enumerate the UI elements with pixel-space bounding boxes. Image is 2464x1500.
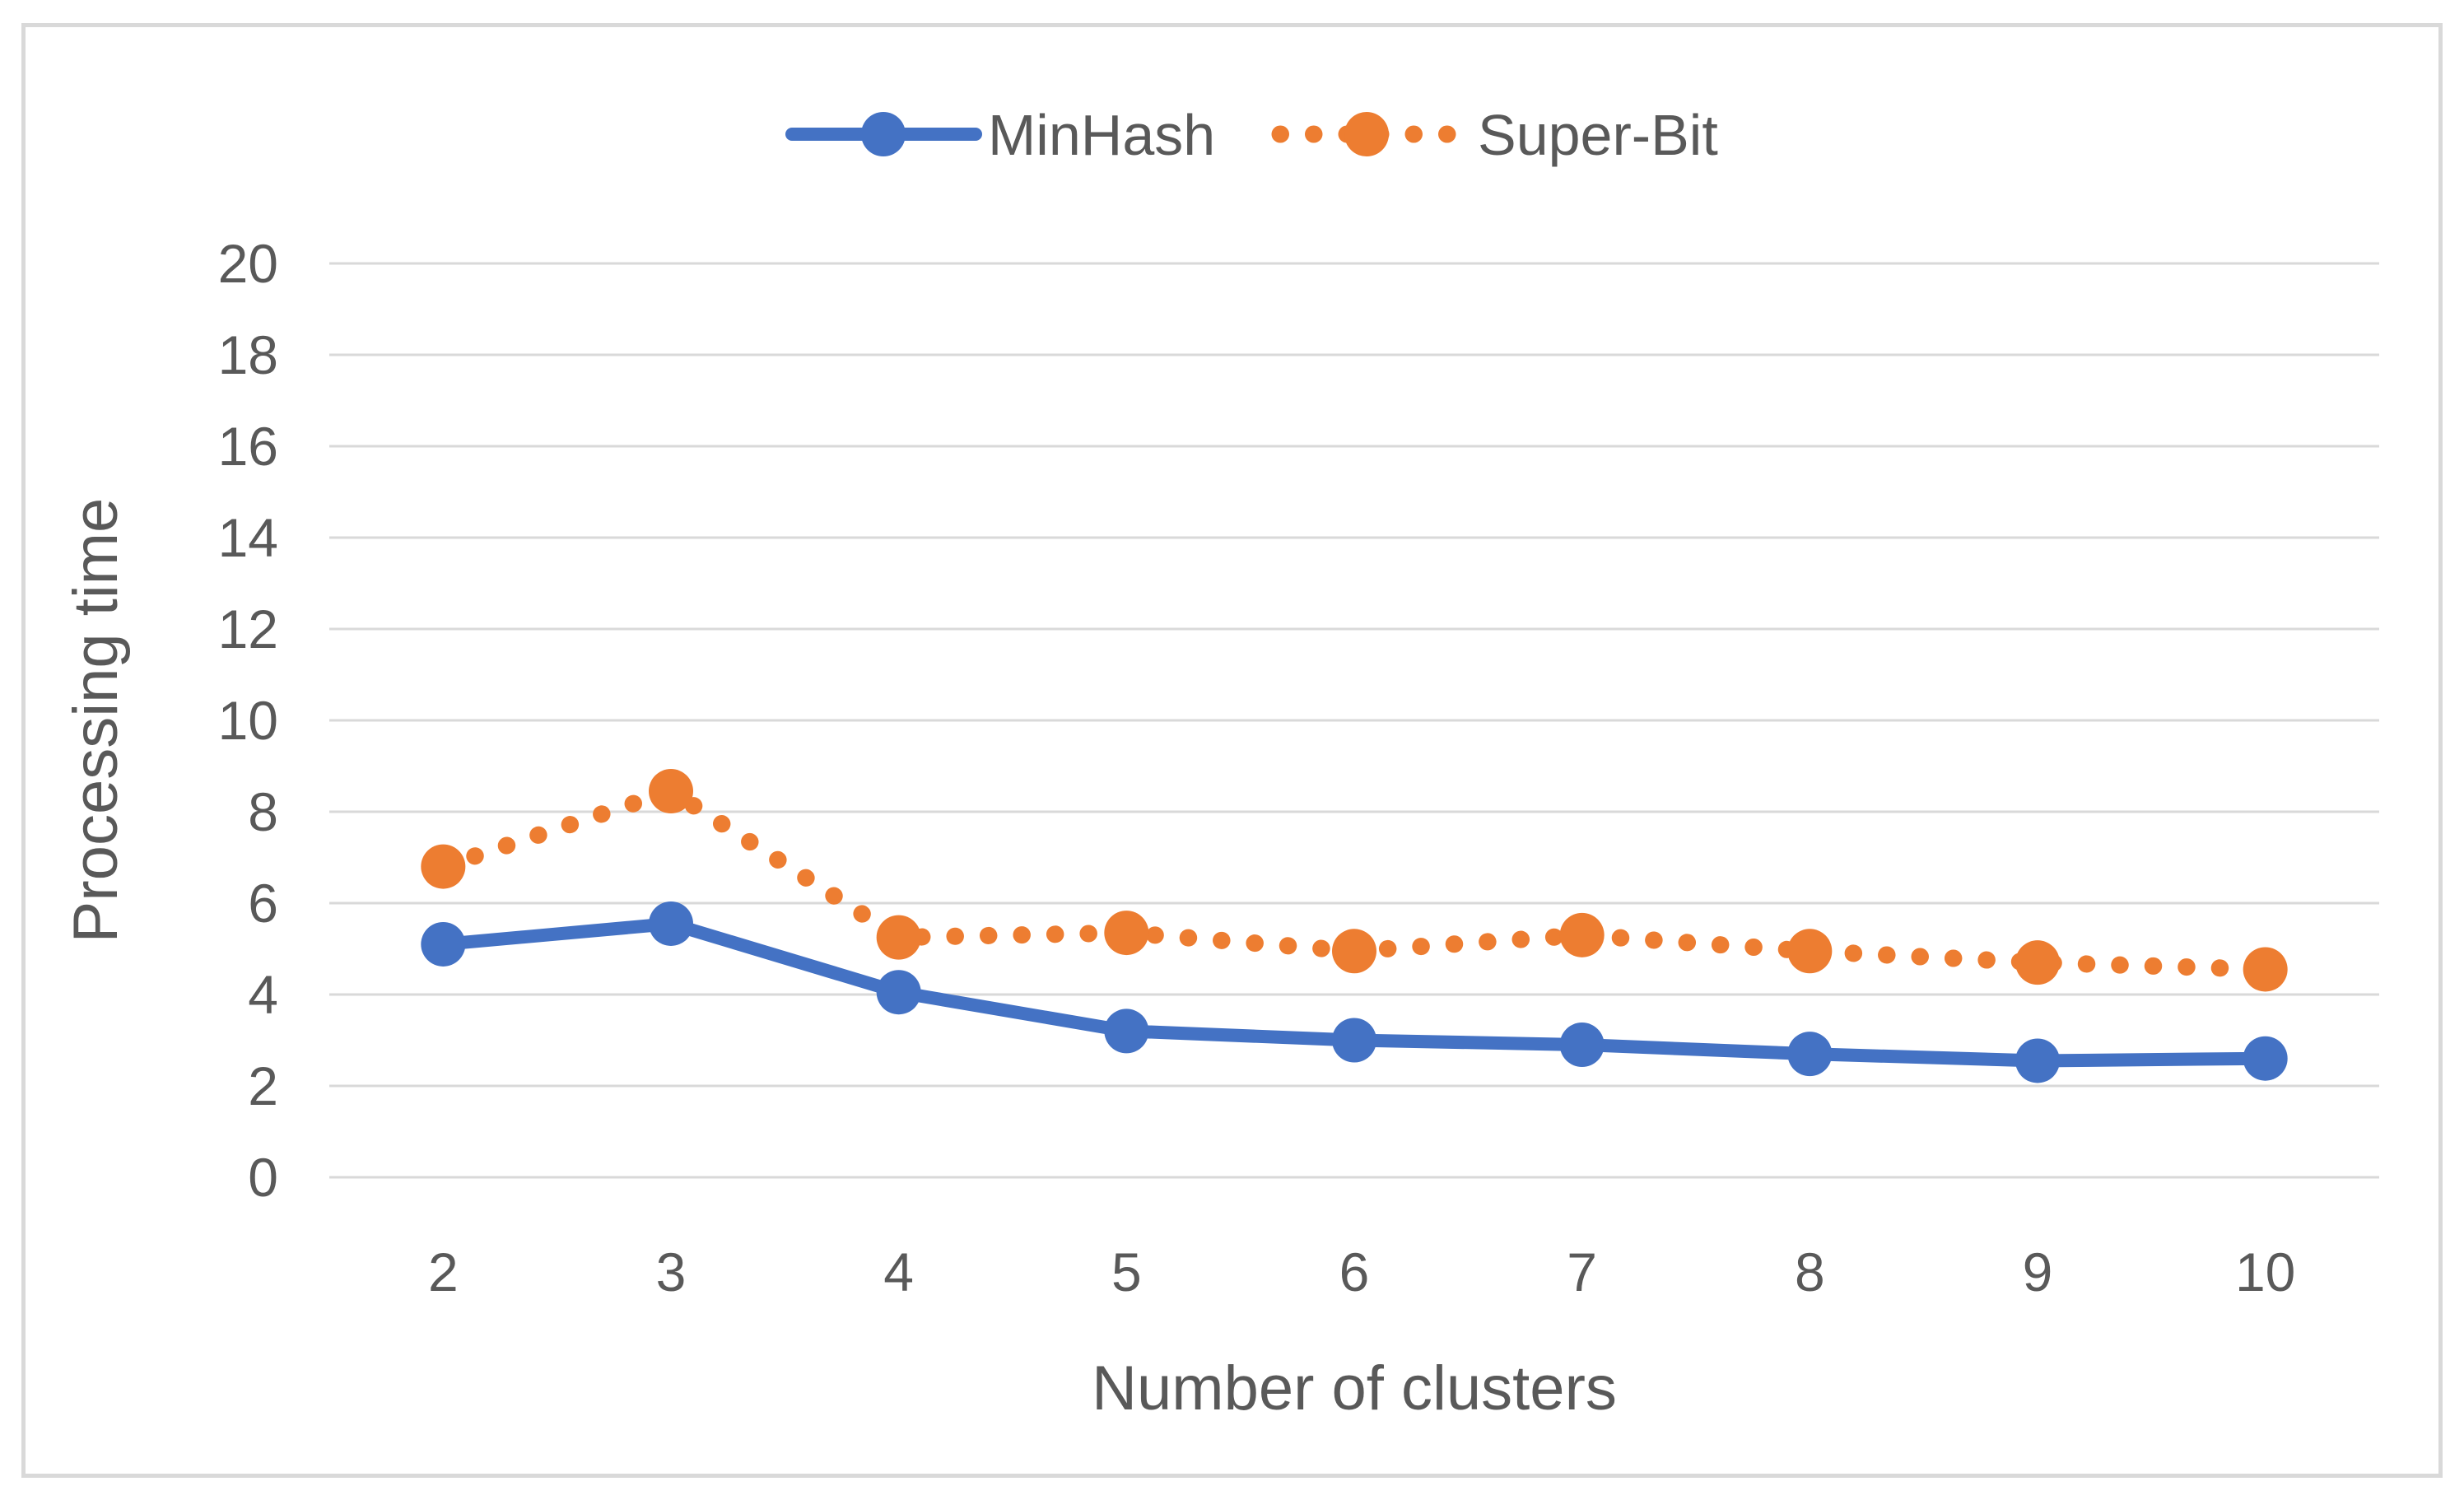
y-tick-label: 18: [218, 324, 278, 385]
x-tick-label: 9: [2023, 1241, 2053, 1302]
minhash-marker: [1332, 1018, 1376, 1063]
x-axis-title: Number of clusters: [1092, 1353, 1617, 1423]
legend-minhash-marker-icon: [861, 112, 906, 156]
y-tick-label: 10: [218, 690, 278, 751]
y-tick-label: 16: [218, 416, 278, 477]
y-tick-label: 14: [218, 507, 278, 568]
y-tick-label: 20: [218, 233, 278, 294]
superbit-marker: [2015, 940, 2060, 985]
minhash-marker: [421, 921, 466, 967]
minhash-marker: [1104, 1009, 1149, 1054]
superbit-marker: [421, 844, 466, 889]
minhash-marker: [2243, 1036, 2288, 1081]
legend: MinHash Super-Bit: [785, 103, 1718, 167]
superbit-marker: [1787, 929, 1833, 974]
minhash-marker: [876, 970, 921, 1015]
superbit-marker: [1559, 912, 1605, 957]
y-tick-label: 8: [248, 781, 278, 842]
x-tick-label: 2: [428, 1241, 459, 1302]
y-tick-label: 2: [248, 1055, 278, 1116]
x-tick-labels-group: 2 3 4 5 6 7 8 9 10: [428, 1241, 2295, 1302]
gridlines-group: [329, 262, 2379, 1179]
minhash-marker: [1559, 1023, 1605, 1068]
minhash-marker: [649, 901, 693, 946]
x-tick-label: 4: [883, 1241, 914, 1302]
superbit-marker: [2243, 947, 2288, 992]
x-tick-label: 5: [1111, 1241, 1142, 1302]
y-tick-label: 12: [218, 599, 278, 659]
y-tick-label: 4: [248, 964, 278, 1025]
legend-superbit-marker-icon: [1344, 112, 1389, 156]
x-tick-label: 7: [1567, 1241, 1597, 1302]
minhash-marker: [1787, 1032, 1833, 1077]
x-tick-label: 8: [1795, 1241, 1825, 1302]
legend-superbit-label: Super-Bit: [1478, 103, 1718, 167]
legend-minhash-label: MinHash: [988, 103, 1215, 167]
x-tick-label: 6: [1339, 1241, 1370, 1302]
superbit-marker: [1332, 929, 1376, 974]
y-axis-title: Processing time: [61, 498, 131, 943]
minhash-marker: [2015, 1038, 2060, 1083]
superbit-marker: [649, 769, 693, 814]
x-tick-label: 3: [656, 1241, 687, 1302]
chart-frame-border: [21, 23, 2443, 1478]
superbit-marker: [876, 915, 921, 960]
series-group: [421, 769, 2288, 1083]
y-tick-label: 6: [248, 873, 278, 934]
y-tick-label: 0: [248, 1147, 278, 1208]
superbit-marker: [1104, 911, 1149, 956]
y-tick-labels-group: 0 2 4 6 8 10 12 14 16 18 20: [218, 233, 278, 1208]
x-tick-label: 10: [2235, 1241, 2295, 1302]
